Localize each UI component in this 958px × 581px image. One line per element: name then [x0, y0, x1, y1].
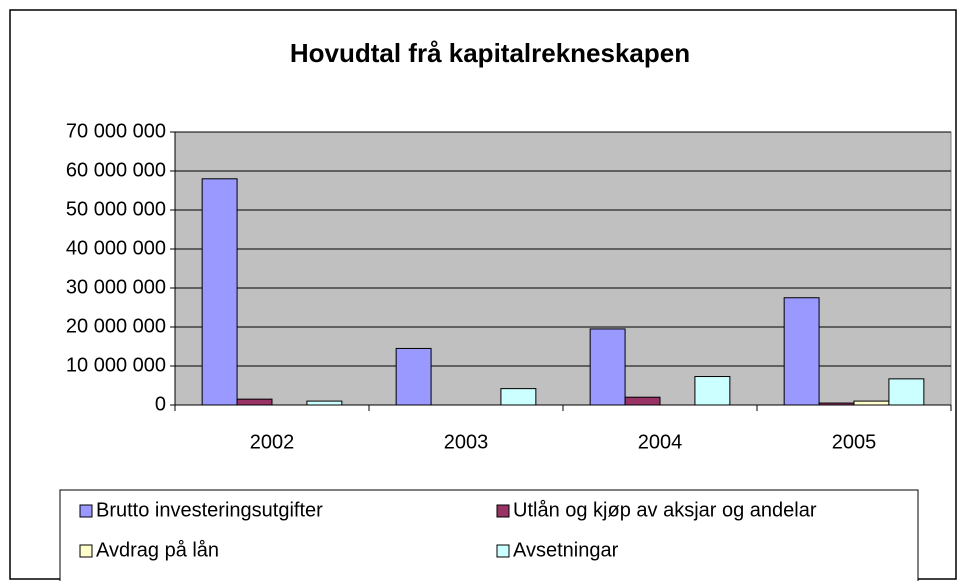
bar [395, 347, 432, 406]
legend-label: Avsetningar [513, 539, 619, 561]
bar [853, 400, 890, 406]
legend-box [59, 489, 919, 581]
legend-label: Utlån og kjøp av aksjar og andelar [513, 499, 817, 521]
legend-swatch [79, 504, 93, 518]
x-tick-label: 2004 [638, 431, 683, 453]
bar [589, 328, 626, 406]
y-tick-label: 20 000 000 [66, 315, 166, 337]
bar [818, 402, 855, 406]
y-tick-label: 70 000 000 [66, 120, 166, 142]
bar [694, 376, 731, 406]
y-tick-label: 50 000 000 [66, 198, 166, 220]
y-tick-label: 0 [155, 393, 166, 415]
bar [783, 297, 820, 406]
bar [888, 378, 925, 406]
legend-swatch [79, 544, 93, 558]
x-tick-label: 2002 [250, 431, 295, 453]
legend-label: Avdrag på lån [96, 539, 219, 561]
y-tick-label: 60 000 000 [66, 159, 166, 181]
legend-label: Brutto investeringsutgifter [96, 499, 323, 521]
legend-swatch [496, 544, 510, 558]
bar [624, 396, 661, 406]
bar [236, 398, 273, 406]
y-tick-label: 10 000 000 [66, 354, 166, 376]
plot-area [174, 131, 952, 406]
legend-swatch [496, 504, 510, 518]
x-tick-label: 2003 [444, 431, 489, 453]
bar [201, 178, 238, 406]
bar [500, 388, 537, 406]
x-tick-label: 2005 [832, 431, 877, 453]
y-tick-label: 40 000 000 [66, 237, 166, 259]
chart-title: Hovudtal frå kapitalrekneskapen [290, 38, 690, 68]
bar [306, 400, 343, 406]
y-tick-label: 30 000 000 [66, 276, 166, 298]
